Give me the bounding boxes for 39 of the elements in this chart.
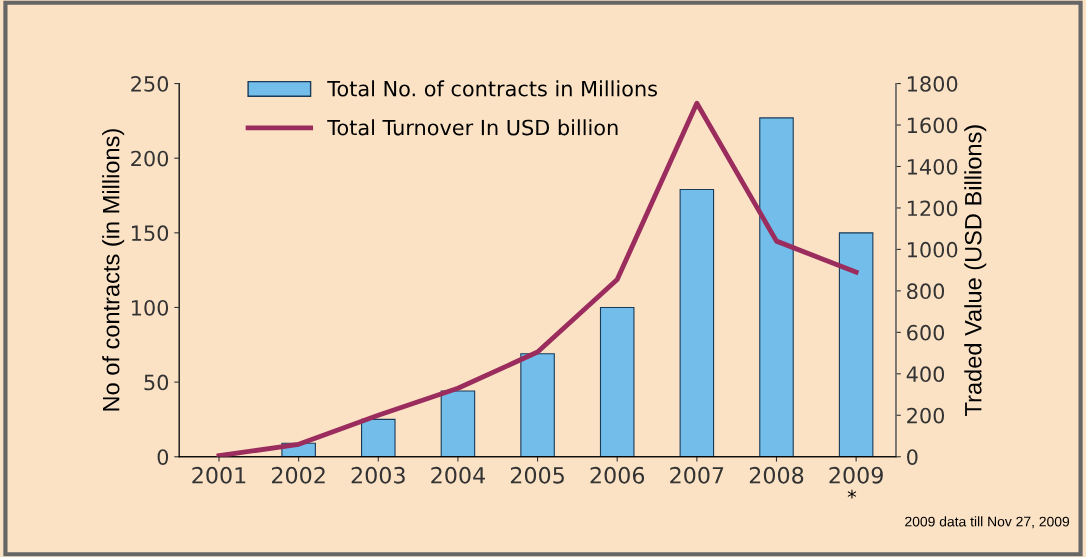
y2-tick-label: 1400	[907, 158, 958, 175]
legend-label: Total Turnover In USD billion	[327, 119, 618, 136]
x-tick-label: 2001	[192, 466, 246, 484]
x-tick-label: 2005	[510, 466, 564, 484]
bar	[679, 188, 715, 457]
y-tick-label: 0	[157, 449, 169, 465]
y-axis-title: No of contracts (in Millions)	[102, 129, 125, 411]
x-tick-label: 2004	[431, 466, 485, 484]
y2-tick-label: 1000	[907, 241, 958, 258]
bar	[599, 306, 635, 457]
legend-label: Total No. of contracts in Millions	[327, 80, 657, 97]
y2-tick-label: 1200	[907, 200, 958, 217]
line-series	[216, 100, 859, 457]
bar	[838, 232, 874, 457]
x-tick-label: 2007	[670, 466, 724, 484]
y2-tick-label: 1600	[907, 117, 958, 134]
text: 2009 data till Nov 27, 2009	[905, 516, 1070, 529]
text: *	[847, 489, 857, 499]
bar	[759, 117, 794, 457]
y-tick-label: 100	[131, 299, 169, 316]
y2-axis-title: Traded Value (USD Billions)	[964, 125, 987, 416]
y2-tick-label: 800	[907, 283, 945, 300]
bar	[520, 353, 555, 457]
y2-tick-label: 0	[907, 449, 918, 465]
x-tick-label: 2009	[829, 466, 883, 484]
bar	[440, 390, 476, 457]
y-tick-label: 150	[131, 225, 169, 242]
y-tick-label: 250	[131, 76, 169, 92]
bar	[361, 418, 396, 457]
y2-tick-label: 400	[906, 366, 945, 383]
y2-tick-label: 1800	[907, 76, 958, 92]
y2-tick-label: 200	[907, 407, 945, 424]
x-tick-label: 2006	[590, 466, 645, 484]
x-tick-label: 2002	[272, 466, 325, 484]
y2-tick-label: 600	[907, 324, 945, 341]
x-tick-label: 2008	[749, 466, 804, 484]
y-tick-label: 50	[144, 374, 169, 391]
y-tick-label: 200	[131, 150, 169, 167]
x-tick-label: 2003	[351, 466, 405, 484]
